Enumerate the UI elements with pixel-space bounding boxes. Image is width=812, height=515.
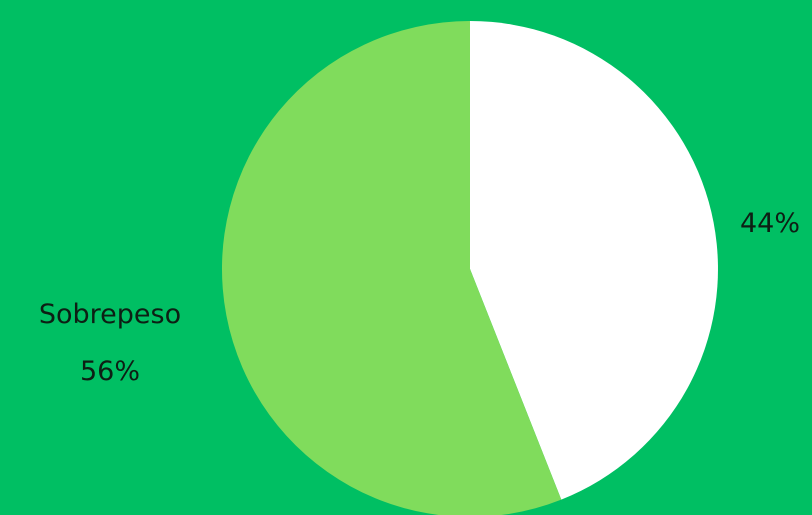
slice-label-value: 44% — [740, 208, 800, 239]
slice-label-value: 56% — [80, 356, 140, 387]
pie-slices — [221, 21, 718, 515]
slice-label-name: Sobrepeso — [39, 299, 181, 330]
pie-slice-1 — [221, 21, 562, 515]
pie-labels: 44% Sobrepeso 56% — [39, 208, 800, 387]
pie-slice-0 — [470, 21, 718, 500]
